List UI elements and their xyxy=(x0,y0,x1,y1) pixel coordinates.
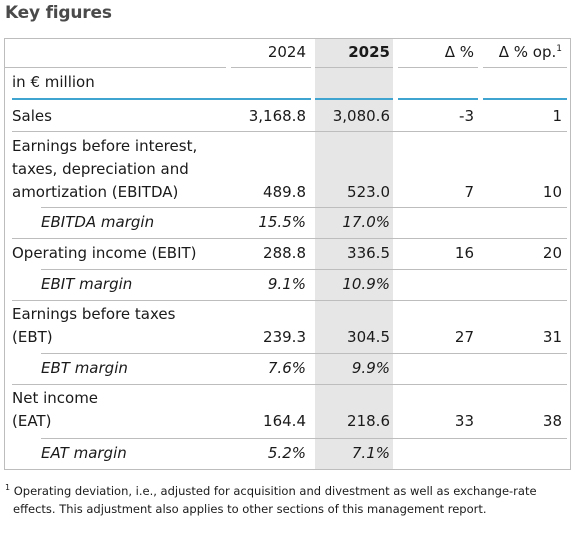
value-delta: 33 xyxy=(454,412,474,430)
table-row: Operating income (EBIT) 288.8 336.5 16 2… xyxy=(5,239,570,268)
unit-label: in € million xyxy=(12,73,95,91)
value-delta-op: 20 xyxy=(542,244,562,262)
table-row: EBITDA margin 15.5% 17.0% xyxy=(5,208,570,237)
row-label: Operating income (EBIT) xyxy=(12,244,197,262)
row-label: EAT margin xyxy=(41,444,127,462)
value-delta-op: 1 xyxy=(552,107,562,125)
highlight-column-2025 xyxy=(315,39,393,469)
header-delta: Δ % xyxy=(444,43,474,61)
value-2025: 10.9% xyxy=(342,275,390,293)
row-label: EBITDA margin xyxy=(41,213,155,231)
accent-rule xyxy=(398,98,478,100)
value-2025: 218.6 xyxy=(347,412,390,430)
footnote-marker-ref: 1 xyxy=(556,44,562,54)
value-2025: 523.0 xyxy=(347,183,390,201)
row-label: Net income (EAT) xyxy=(12,389,99,430)
row-label: Earnings before interest, taxes, depreci… xyxy=(12,137,198,201)
row-label: EBIT margin xyxy=(41,275,133,293)
value-2025: 17.0% xyxy=(342,213,390,231)
value-2025: 9.9% xyxy=(351,359,390,377)
table-row: Sales 3,168.8 3,080.6 -3 1 xyxy=(5,103,570,132)
header-delta-op-label: Δ % op. xyxy=(498,43,557,61)
table-header: 2024 2025 Δ % Δ % op.1 xyxy=(5,39,570,67)
footnote: 1 Operating deviation, i.e., adjusted fo… xyxy=(5,482,570,518)
footnote-line-2: effects. This adjustment also applies to… xyxy=(13,502,487,516)
row-divider xyxy=(41,269,567,270)
table-row: Earnings before interest, taxes, depreci… xyxy=(5,132,570,207)
accent-rule xyxy=(315,98,393,100)
value-2024: 164.4 xyxy=(263,412,306,430)
value-delta: 7 xyxy=(464,183,474,201)
row-divider xyxy=(41,438,567,439)
value-delta-op: 38 xyxy=(542,412,562,430)
accent-rule xyxy=(483,98,567,100)
value-2024: 7.6% xyxy=(267,359,306,377)
value-delta: -3 xyxy=(459,107,474,125)
value-delta: 27 xyxy=(454,328,474,346)
header-2025: 2025 xyxy=(348,43,390,61)
value-2024: 5.2% xyxy=(267,444,306,462)
table-row: Earnings before taxes (EBT) 239.3 304.5 … xyxy=(5,301,570,353)
row-divider xyxy=(41,353,567,354)
value-delta-op: 10 xyxy=(542,183,562,201)
value-2025: 304.5 xyxy=(347,328,390,346)
accent-rule xyxy=(231,98,311,100)
row-divider xyxy=(12,131,567,132)
value-delta-op: 31 xyxy=(542,328,562,346)
table-row: EAT margin 5.2% 7.1% xyxy=(5,439,570,468)
table-row: Net income (EAT) 164.4 218.6 33 38 xyxy=(5,385,570,437)
row-label: Earnings before taxes (EBT) xyxy=(12,305,176,346)
header-rule xyxy=(5,67,226,68)
row-divider xyxy=(41,207,567,208)
table-row: EBIT margin 9.1% 10.9% xyxy=(5,270,570,299)
value-2024: 9.1% xyxy=(267,275,306,293)
value-delta: 16 xyxy=(454,244,474,262)
row-label: Sales xyxy=(12,107,52,125)
row-divider xyxy=(12,300,567,301)
header-delta-op: Δ % op.1 xyxy=(499,43,562,61)
table-row: EBT margin 7.6% 9.9% xyxy=(5,354,570,383)
value-2024: 239.3 xyxy=(263,328,306,346)
header-rule xyxy=(483,67,567,68)
value-2024: 489.8 xyxy=(263,183,306,201)
accent-rule xyxy=(12,98,282,100)
row-divider xyxy=(12,384,567,385)
value-2024: 288.8 xyxy=(263,244,306,262)
header-rule xyxy=(315,67,393,68)
row-divider xyxy=(12,238,567,239)
footnote-marker: 1 xyxy=(5,483,11,493)
footnote-line-1: Operating deviation, i.e., adjusted for … xyxy=(13,484,537,498)
value-2025: 7.1% xyxy=(351,444,390,462)
page-title: Key figures xyxy=(5,3,112,23)
value-2025: 3,080.6 xyxy=(332,107,390,125)
value-2024: 15.5% xyxy=(258,213,306,231)
value-2025: 336.5 xyxy=(347,244,390,262)
header-2024: 2024 xyxy=(267,43,306,61)
header-rule xyxy=(398,67,478,68)
value-2024: 3,168.8 xyxy=(248,107,306,125)
header-rule xyxy=(231,67,311,68)
key-figures-table: 2024 2025 Δ % Δ % op.1 in € million Sale… xyxy=(4,38,571,470)
row-label: EBT margin xyxy=(41,359,128,377)
